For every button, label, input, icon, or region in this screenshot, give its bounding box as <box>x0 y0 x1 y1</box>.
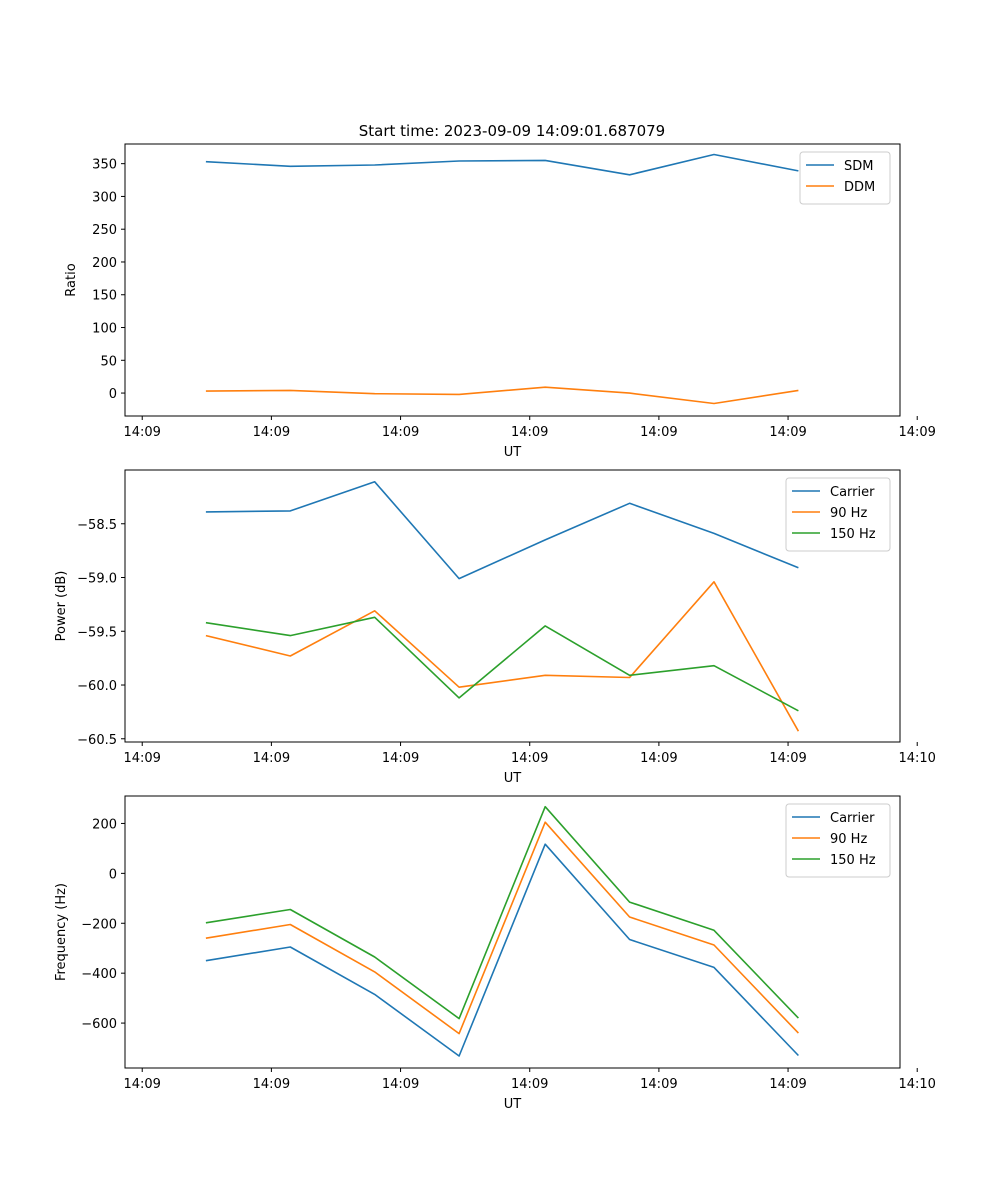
frequency-ytick-label: 200 <box>92 817 117 832</box>
ratio-axes-frame <box>124 143 901 417</box>
ratio-ytick-label: 50 <box>100 354 117 369</box>
frequency-legend: Carrier 90 Hz 150 Hz <box>785 803 891 878</box>
figure-title: Start time: 2023-09-09 14:09:01.687079 <box>359 122 665 140</box>
power-xtick-label: 14:09 <box>640 751 677 766</box>
frequency-series-90-hz-line <box>205 821 799 1035</box>
power-legend-label: 90 Hz <box>830 506 867 521</box>
frequency-xtick-label: 14:09 <box>123 1077 160 1092</box>
frequency-legend-label: 90 Hz <box>830 832 867 847</box>
power-legend: Carrier 90 Hz 150 Hz <box>785 477 891 552</box>
power-legend-label: 150 Hz <box>830 527 876 542</box>
frequency-ytick-label: −600 <box>81 1017 117 1032</box>
power-ylabel: Power (dB) <box>54 571 69 642</box>
ratio-ytick-label: 100 <box>92 322 117 337</box>
frequency-xtick-label: 14:09 <box>511 1077 548 1092</box>
frequency-series-carrier-line <box>205 843 799 1057</box>
frequency-xlabel: UT <box>504 1097 522 1112</box>
frequency-legend-label: 150 Hz <box>830 853 876 868</box>
ratio-legend-label: DDM <box>844 180 875 195</box>
frequency-xtick-label: 14:10 <box>898 1077 935 1092</box>
power-xtick-label: 14:09 <box>769 751 806 766</box>
frequency-xtick-label: 14:09 <box>640 1077 677 1092</box>
ratio-xtick-label: 14:09 <box>123 425 160 440</box>
power-xtick-label: 14:09 <box>511 751 548 766</box>
ratio-ytick-label: 200 <box>92 256 117 271</box>
ratio-legend-label: SDM <box>844 159 873 174</box>
ratio-xtick-label: 14:09 <box>382 425 419 440</box>
power-series-carrier-line <box>205 480 799 580</box>
frequency-series-150-hz-line <box>205 805 799 1020</box>
subplot-power: −60.5 −60.0 −59.5 −59.0 −58.5 14:09 14:09 14:09… <box>54 469 936 786</box>
ratio-series-ddm-line <box>205 386 799 405</box>
frequency-axes-frame <box>124 795 901 1069</box>
power-ytick-label: −59.0 <box>77 572 117 587</box>
ratio-xtick-label: 14:09 <box>769 425 806 440</box>
power-xtick-label: 14:09 <box>123 751 160 766</box>
power-series-150-hz-line <box>205 616 799 712</box>
frequency-xtick-label: 14:09 <box>253 1077 290 1092</box>
frequency-xtick-label: 14:09 <box>769 1077 806 1092</box>
frequency-ytick-label: −200 <box>81 917 117 932</box>
subplot-ratio: 0 50 100 150 200 250 300 350 14:09 14:09 14:09 14:0… <box>64 143 936 460</box>
power-ytick-label: −60.0 <box>77 679 117 694</box>
frequency-ylabel: Frequency (Hz) <box>54 883 69 981</box>
ratio-ytick-label: 0 <box>109 387 117 402</box>
ratio-legend: SDM DDM <box>799 151 891 205</box>
power-series-90-hz-line <box>205 580 800 732</box>
ratio-ytick-label: 300 <box>92 190 117 205</box>
power-ytick-label: −58.5 <box>77 518 117 533</box>
power-axes-frame <box>124 469 901 743</box>
ratio-xlabel: UT <box>504 445 522 460</box>
power-ytick-label: −60.5 <box>77 733 117 748</box>
ratio-ytick-label: 350 <box>92 158 117 173</box>
power-xlabel: UT <box>504 771 522 786</box>
ratio-xtick-label: 14:09 <box>898 425 935 440</box>
ratio-xtick-label: 14:09 <box>253 425 290 440</box>
ratio-xtick-label: 14:09 <box>511 425 548 440</box>
frequency-legend-label: Carrier <box>830 811 875 826</box>
power-xtick-label: 14:09 <box>253 751 290 766</box>
frequency-ytick-label: 0 <box>109 867 117 882</box>
power-xtick-label: 14:10 <box>898 751 935 766</box>
power-xtick-label: 14:09 <box>382 751 419 766</box>
subplot-frequency: −600 −400 −200 0 200 14:09 14:09 14:09 14:09 14:0… <box>54 795 936 1112</box>
ratio-xtick-label: 14:09 <box>640 425 677 440</box>
ratio-series-sdm-line <box>205 153 799 176</box>
power-legend-label: Carrier <box>830 485 875 500</box>
ratio-ytick-label: 250 <box>92 223 117 238</box>
frequency-ytick-label: −400 <box>81 967 117 982</box>
power-ytick-label: −59.5 <box>77 625 117 640</box>
frequency-xtick-label: 14:09 <box>382 1077 419 1092</box>
ratio-ylabel: Ratio <box>64 263 79 296</box>
ratio-ytick-label: 150 <box>92 289 117 304</box>
